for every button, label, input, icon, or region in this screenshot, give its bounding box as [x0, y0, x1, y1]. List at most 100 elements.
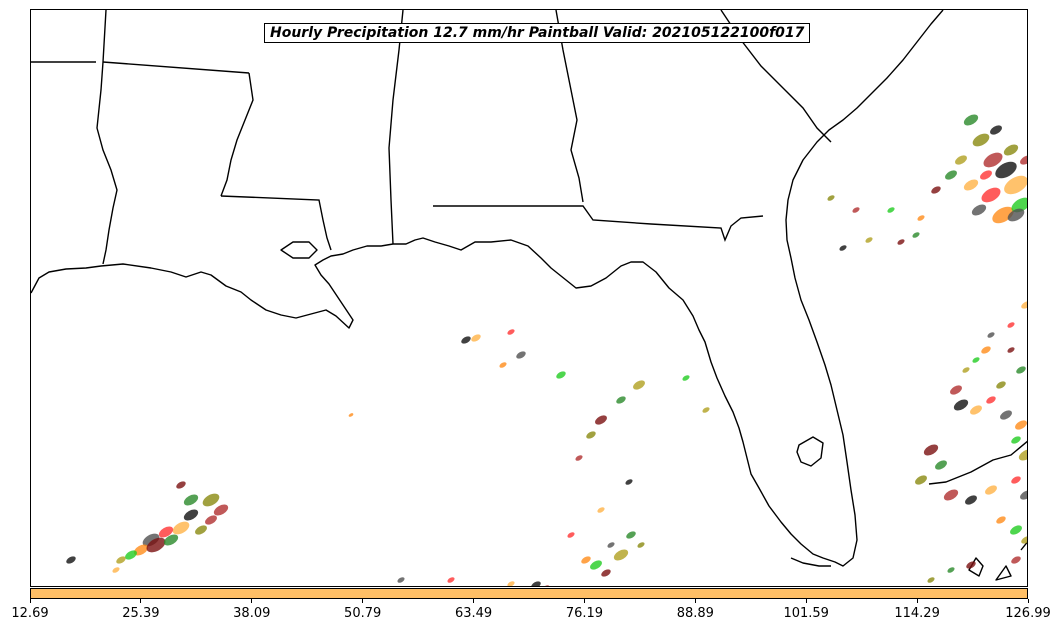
paintball-blob — [917, 215, 925, 221]
paintball-blob — [499, 362, 507, 368]
map-panel: Hourly Precipitation 12.7 mm/hr Paintbal… — [30, 9, 1028, 587]
paintball-blob — [213, 504, 229, 516]
paintball-blob — [595, 415, 607, 425]
paintball-blob — [1010, 525, 1022, 535]
paintball-blob — [507, 329, 515, 335]
paintball-blob — [626, 531, 636, 539]
paintball-blob — [205, 515, 217, 525]
paintball-blob — [963, 114, 979, 126]
paintball-blob — [601, 569, 611, 577]
colorbar-tick — [694, 599, 696, 603]
cuba-coast — [928, 440, 1027, 485]
paintball-blob — [990, 125, 1002, 135]
paintball-blob — [575, 455, 583, 461]
paintball-blob — [1021, 301, 1027, 309]
paintball-blob — [146, 537, 166, 553]
colorbar-tick-label: 126.99 — [1005, 606, 1051, 621]
paintball-blob — [1011, 197, 1027, 213]
map-title: Hourly Precipitation 12.7 mm/hr Paintbal… — [264, 23, 811, 43]
colorbar-tick-label: 114.29 — [894, 606, 940, 621]
paintball-blob — [839, 245, 847, 251]
colorbar-tick-label: 12.69 — [11, 606, 49, 621]
paintball-blob — [943, 489, 959, 501]
paintball-blob — [935, 460, 947, 470]
paintball-blob — [852, 207, 860, 213]
colorbar-tick-label: 88.89 — [676, 606, 714, 621]
colorbar-tick-label: 50.79 — [344, 606, 382, 621]
colorbar-tick — [583, 599, 585, 603]
state-borders-layer — [31, 10, 832, 265]
paintball-blob — [912, 232, 920, 238]
colorbar-tick — [362, 599, 364, 603]
lake-okeechobee — [796, 436, 824, 467]
paintball-blob — [950, 385, 962, 395]
paintball-blob — [963, 179, 979, 191]
paintball-blob — [887, 207, 895, 213]
paintball-blob — [590, 560, 602, 570]
paintball-blob — [827, 195, 835, 201]
paintball-blob — [172, 521, 190, 535]
paintball-blob — [607, 542, 615, 548]
border-la-ms-south — [220, 195, 332, 251]
paintball-blob — [633, 380, 645, 390]
paintball-blob — [625, 479, 633, 485]
paintball-blob — [971, 204, 987, 216]
paintball-blob — [996, 516, 1006, 524]
paintball-blob — [970, 405, 982, 415]
paintball-blob — [1000, 410, 1012, 420]
paintball-blob — [516, 351, 526, 359]
paintball-blob — [1020, 490, 1027, 500]
colorbar-tick — [473, 599, 475, 603]
paintball-blob — [1018, 449, 1027, 461]
paintball-blob — [995, 161, 1017, 179]
paintball-blob — [1007, 322, 1015, 328]
paintball-blob — [966, 561, 976, 569]
paintball-blob — [996, 381, 1006, 389]
paintball-blob — [183, 509, 199, 521]
paintball-blob — [923, 444, 939, 456]
paintball-blob — [397, 577, 405, 583]
paintball-blob — [1021, 536, 1027, 544]
paintball-blob — [66, 556, 76, 564]
paintball-blob — [981, 346, 991, 354]
paintball-blob — [1020, 155, 1027, 165]
paintball-blob — [983, 152, 1003, 168]
paintball-blob — [702, 407, 710, 413]
colorbar-tick — [916, 599, 918, 603]
paintball-blob — [125, 550, 137, 560]
paintball-blob — [447, 577, 455, 583]
paintball-blob — [163, 534, 179, 546]
paintball-blob — [980, 170, 992, 180]
paintball-blob — [682, 375, 690, 381]
border-al-ga — [555, 10, 584, 203]
paintball-blob — [1003, 144, 1019, 156]
paintball-blob — [531, 581, 541, 586]
paintball-blob — [176, 481, 186, 489]
colorbar-tick — [140, 599, 142, 603]
paintball-blob — [962, 367, 970, 373]
colorbar-tick — [29, 599, 31, 603]
paintball-blob — [1011, 476, 1021, 484]
paintball-blob — [947, 567, 955, 573]
paintball-blob — [1011, 436, 1021, 444]
border-ms-river — [96, 10, 118, 265]
colorbar-tick — [805, 599, 807, 603]
paintball-blob — [1016, 366, 1026, 374]
paintball-blob — [985, 485, 997, 495]
paintball-blob — [158, 526, 174, 538]
paintball-blob — [987, 332, 995, 338]
map-canvas — [31, 10, 1027, 586]
paintball-blob — [461, 336, 471, 344]
border-ms-river-east — [220, 72, 254, 197]
paintball-blob — [1007, 208, 1025, 222]
paintball-blob — [507, 581, 515, 586]
coastline-layer — [31, 10, 1027, 581]
paintball-blob — [1007, 347, 1015, 353]
paintball-blob — [567, 532, 575, 538]
colorbar-tick — [251, 599, 253, 603]
paintball-blob — [915, 475, 927, 485]
colorbar — [30, 588, 1028, 599]
paintball-blob — [133, 544, 149, 556]
paintball-blob — [897, 239, 905, 245]
paintball-blob — [1015, 420, 1027, 430]
